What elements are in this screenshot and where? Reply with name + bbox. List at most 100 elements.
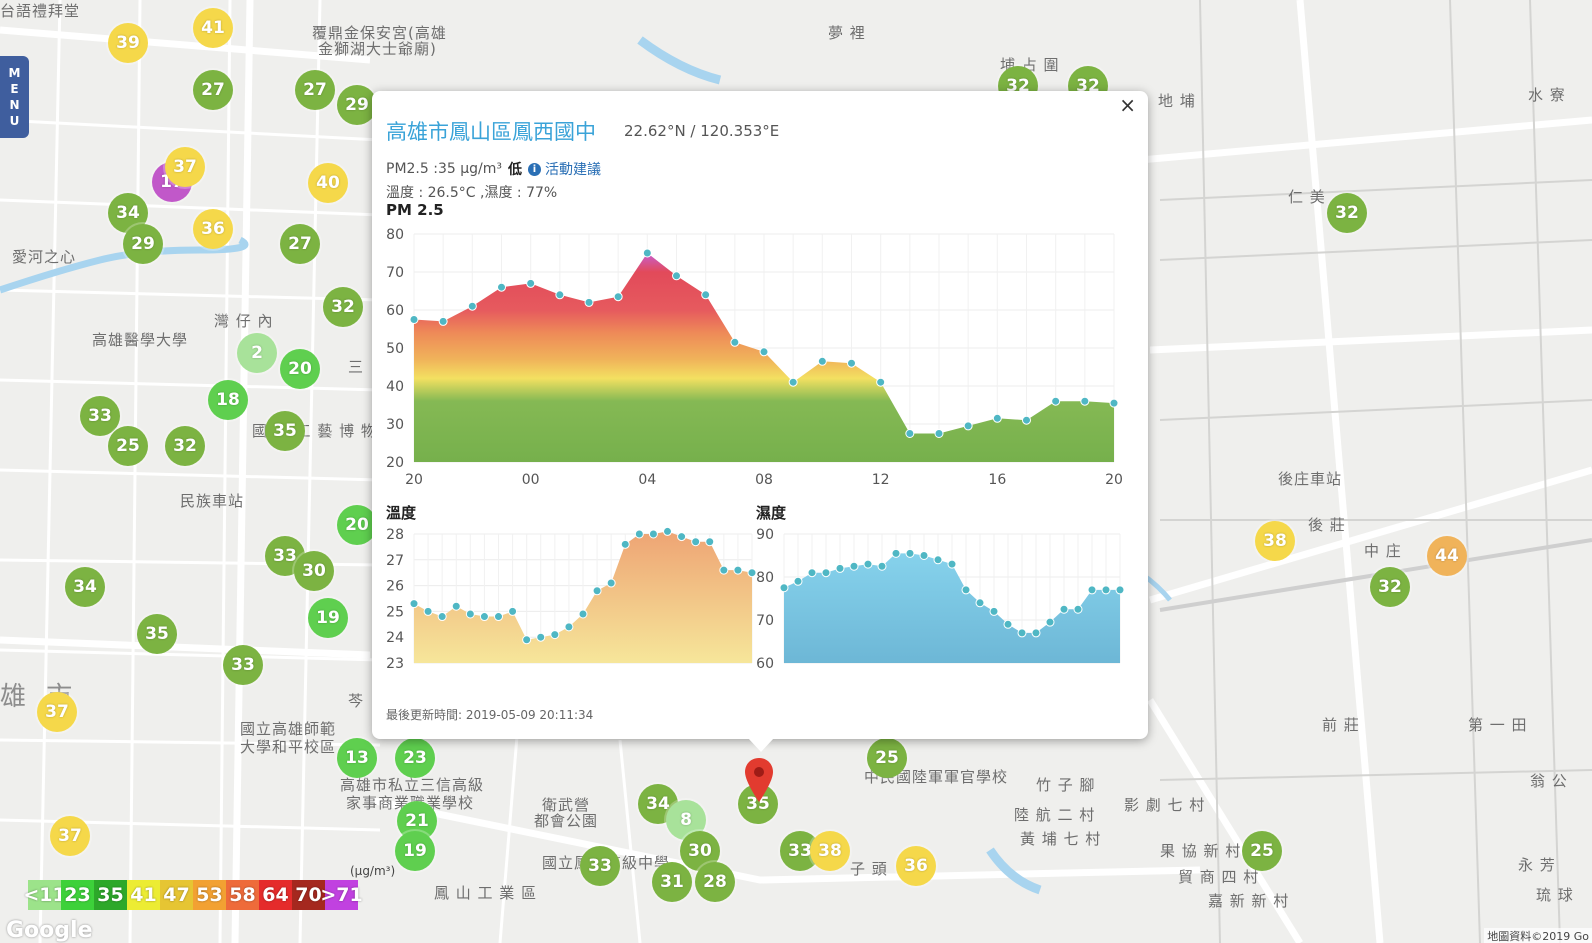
station-marker[interactable]: 36: [896, 846, 936, 886]
data-point[interactable]: [423, 606, 433, 616]
data-point[interactable]: [1109, 398, 1119, 408]
data-point[interactable]: [701, 290, 711, 300]
data-point[interactable]: [467, 301, 477, 311]
station-marker[interactable]: 23: [395, 738, 435, 778]
station-marker[interactable]: 20: [280, 349, 320, 389]
data-point[interactable]: [919, 551, 929, 560]
data-point[interactable]: [526, 278, 536, 288]
data-point[interactable]: [592, 586, 602, 596]
data-point[interactable]: [905, 429, 915, 438]
data-point[interactable]: [807, 568, 817, 578]
data-point[interactable]: [1003, 619, 1013, 629]
menu-button[interactable]: M E N U: [0, 56, 29, 138]
station-marker[interactable]: 27: [193, 70, 233, 110]
station-marker[interactable]: 19: [308, 598, 348, 638]
data-point[interactable]: [759, 347, 769, 357]
station-marker[interactable]: 36: [193, 209, 233, 249]
station-marker[interactable]: 31: [652, 862, 692, 902]
data-point[interactable]: [933, 555, 943, 565]
close-button[interactable]: ×: [1119, 93, 1136, 117]
station-marker[interactable]: 29: [337, 85, 377, 125]
station-marker[interactable]: 39: [108, 23, 148, 63]
data-point[interactable]: [1080, 396, 1090, 406]
data-point[interactable]: [691, 537, 701, 547]
data-point[interactable]: [891, 548, 901, 558]
data-point[interactable]: [849, 561, 859, 571]
data-point[interactable]: [550, 630, 560, 640]
data-point[interactable]: [1022, 415, 1031, 425]
station-marker[interactable]: 37: [165, 147, 205, 187]
data-point[interactable]: [1051, 396, 1061, 406]
station-marker[interactable]: 32: [323, 287, 363, 327]
station-marker[interactable]: 33: [80, 396, 120, 436]
station-marker[interactable]: 37: [37, 692, 77, 732]
data-point[interactable]: [934, 429, 944, 438]
data-point[interactable]: [1087, 585, 1097, 595]
data-point[interactable]: [620, 539, 630, 549]
data-point[interactable]: [835, 563, 845, 573]
data-point[interactable]: [730, 337, 740, 347]
data-point[interactable]: [497, 282, 506, 292]
station-marker[interactable]: 34: [65, 567, 105, 607]
station-marker[interactable]: 2: [237, 333, 277, 373]
station-marker[interactable]: 32: [1327, 193, 1367, 233]
station-marker[interactable]: 32: [1370, 567, 1410, 607]
station-marker[interactable]: 25: [108, 426, 148, 466]
station-marker[interactable]: 35: [738, 784, 778, 824]
station-marker[interactable]: 18: [208, 380, 248, 420]
station-marker[interactable]: 37: [50, 816, 90, 856]
data-point[interactable]: [613, 292, 623, 302]
data-point[interactable]: [642, 248, 652, 258]
data-point[interactable]: [1045, 617, 1055, 627]
data-point[interactable]: [821, 568, 831, 578]
station-marker[interactable]: 30: [294, 551, 334, 591]
data-point[interactable]: [438, 316, 448, 326]
station-marker[interactable]: 32: [165, 426, 205, 466]
station-marker[interactable]: 25: [867, 738, 907, 778]
station-marker[interactable]: 33: [223, 645, 263, 685]
data-point[interactable]: [779, 583, 789, 593]
data-point[interactable]: [409, 599, 419, 609]
data-point[interactable]: [437, 612, 447, 622]
station-marker[interactable]: 27: [295, 70, 335, 110]
data-point[interactable]: [451, 601, 461, 611]
activity-advice-link[interactable]: i 活動建議: [527, 159, 601, 179]
station-marker[interactable]: 41: [193, 8, 233, 48]
google-logo[interactable]: Google: [6, 918, 93, 943]
data-point[interactable]: [677, 532, 687, 542]
data-point[interactable]: [634, 529, 644, 539]
data-point[interactable]: [975, 598, 985, 608]
data-point[interactable]: [663, 526, 672, 536]
data-point[interactable]: [905, 548, 915, 558]
data-point[interactable]: [817, 356, 827, 366]
data-point[interactable]: [989, 606, 999, 616]
station-marker[interactable]: 19: [395, 831, 435, 871]
station-marker[interactable]: 35: [265, 411, 305, 451]
data-point[interactable]: [1073, 604, 1083, 614]
station-marker[interactable]: 29: [123, 224, 163, 264]
data-point[interactable]: [606, 578, 616, 588]
station-marker[interactable]: 34: [108, 193, 148, 233]
data-point[interactable]: [1059, 604, 1069, 614]
data-point[interactable]: [876, 377, 886, 387]
station-marker[interactable]: 13: [337, 738, 377, 778]
data-point[interactable]: [494, 612, 503, 622]
station-marker[interactable]: 44: [1427, 536, 1467, 576]
data-point[interactable]: [863, 559, 873, 569]
data-point[interactable]: [564, 622, 574, 632]
data-point[interactable]: [648, 529, 658, 539]
station-marker[interactable]: 40: [308, 163, 348, 203]
station-marker[interactable]: 25: [1242, 831, 1282, 871]
data-point[interactable]: [793, 576, 803, 586]
map-attribution[interactable]: 地圖資料©2019 Go: [1484, 928, 1592, 943]
data-point[interactable]: [705, 537, 715, 547]
data-point[interactable]: [409, 315, 419, 324]
data-point[interactable]: [1017, 628, 1027, 638]
data-point[interactable]: [961, 585, 971, 595]
data-point[interactable]: [1115, 585, 1125, 595]
data-point[interactable]: [578, 609, 588, 619]
data-point[interactable]: [788, 377, 798, 387]
data-point[interactable]: [522, 635, 532, 645]
data-point[interactable]: [877, 561, 887, 571]
location-pin-icon[interactable]: [745, 758, 773, 802]
